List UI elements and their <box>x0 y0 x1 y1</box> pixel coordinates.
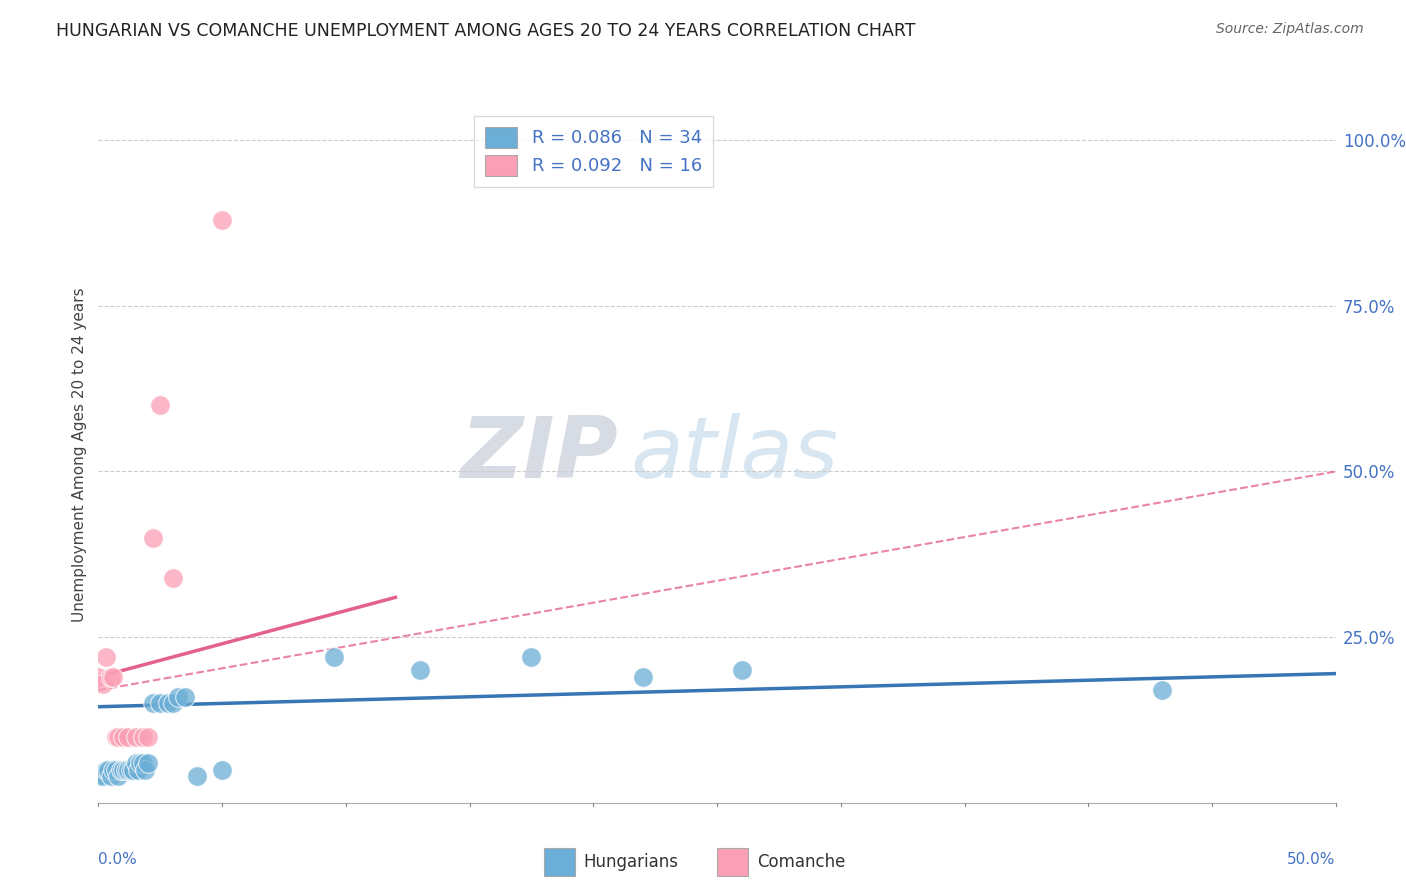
Point <box>127 763 149 777</box>
Point <box>103 670 125 684</box>
Text: 0.0%: 0.0% <box>98 852 138 866</box>
Point <box>409 663 432 677</box>
Text: Hungarians: Hungarians <box>583 853 679 871</box>
Text: 50.0%: 50.0% <box>1288 852 1336 866</box>
Point <box>322 650 344 665</box>
Point <box>520 650 543 665</box>
Point <box>104 730 127 744</box>
Point <box>107 769 129 783</box>
Point <box>124 756 146 770</box>
Point <box>117 730 139 744</box>
Point <box>162 697 184 711</box>
Point <box>631 670 654 684</box>
Bar <box>717 848 748 876</box>
Point <box>136 730 159 744</box>
Point <box>104 763 127 777</box>
Point <box>120 763 142 777</box>
Text: Comanche: Comanche <box>756 853 845 871</box>
Text: HUNGARIAN VS COMANCHE UNEMPLOYMENT AMONG AGES 20 TO 24 YEARS CORRELATION CHART: HUNGARIAN VS COMANCHE UNEMPLOYMENT AMONG… <box>56 22 915 40</box>
Point <box>107 730 129 744</box>
Bar <box>544 848 575 876</box>
Point <box>162 570 184 584</box>
Point <box>211 763 233 777</box>
Point <box>134 763 156 777</box>
Point <box>211 212 233 227</box>
Legend: R = 0.086   N = 34, R = 0.092   N = 16: R = 0.086 N = 34, R = 0.092 N = 16 <box>474 116 713 186</box>
Point <box>132 730 155 744</box>
Point <box>142 697 165 711</box>
Text: Source: ZipAtlas.com: Source: ZipAtlas.com <box>1216 22 1364 37</box>
Point <box>122 763 145 777</box>
Point <box>117 763 139 777</box>
Y-axis label: Unemployment Among Ages 20 to 24 years: Unemployment Among Ages 20 to 24 years <box>72 287 87 623</box>
Point <box>149 697 172 711</box>
Point <box>114 763 136 777</box>
Point <box>166 690 188 704</box>
Point <box>94 763 117 777</box>
Point <box>97 763 120 777</box>
Point <box>156 697 179 711</box>
Point <box>93 676 115 690</box>
Point <box>110 763 132 777</box>
Point <box>1152 683 1174 698</box>
Point <box>103 763 125 777</box>
Point <box>112 763 135 777</box>
Point <box>94 650 117 665</box>
Point <box>112 730 135 744</box>
Point <box>124 730 146 744</box>
Point <box>149 398 172 412</box>
Point <box>174 690 197 704</box>
Point <box>129 756 152 770</box>
Point <box>142 531 165 545</box>
Point <box>100 769 122 783</box>
Point <box>136 756 159 770</box>
Point <box>731 663 754 677</box>
Point <box>87 769 110 783</box>
Text: atlas: atlas <box>630 413 838 497</box>
Point <box>186 769 208 783</box>
Point <box>87 670 110 684</box>
Point <box>132 756 155 770</box>
Text: ZIP: ZIP <box>460 413 619 497</box>
Point <box>93 769 115 783</box>
Point <box>100 670 122 684</box>
